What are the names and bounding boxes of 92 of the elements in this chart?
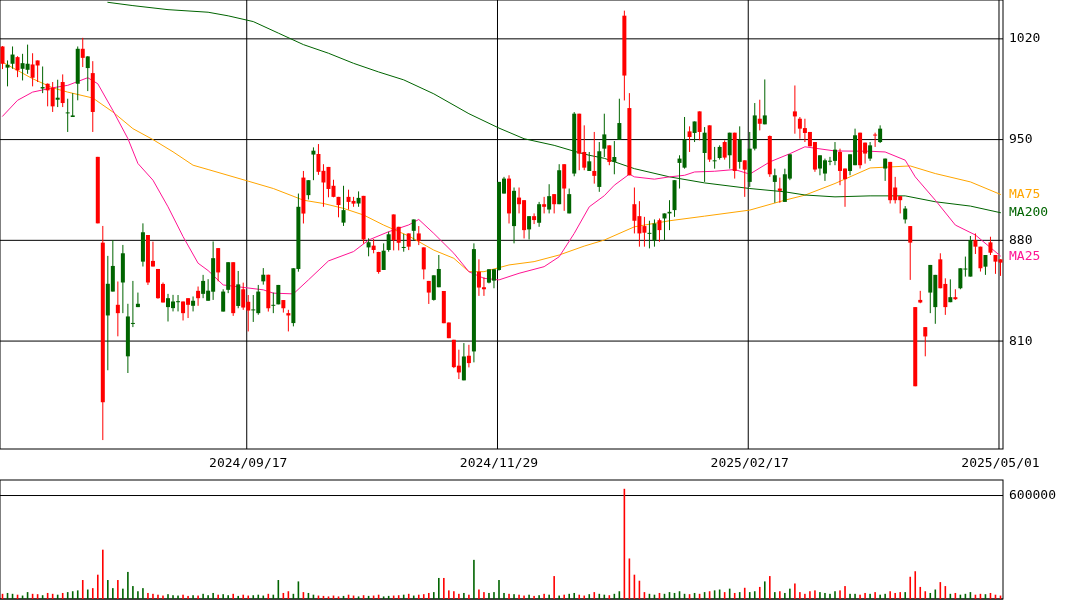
- candlestick: [542, 196, 547, 214]
- candlestick: [737, 125, 742, 170]
- line-series: [2, 77, 1001, 295]
- x-tick-label: 2024/09/17: [209, 455, 288, 470]
- candlestick: [271, 292, 276, 314]
- candlestick: [692, 120, 697, 143]
- candlestick: [411, 218, 416, 241]
- candlestick: [838, 148, 843, 186]
- candlestick: [80, 37, 85, 68]
- candlestick: [401, 233, 406, 253]
- candlestick: [191, 295, 196, 312]
- candlestick: [35, 59, 40, 83]
- candlestick: [617, 98, 622, 141]
- candlestick: [85, 55, 90, 92]
- candlestick: [712, 146, 717, 170]
- candlestick: [201, 274, 206, 299]
- candlestick: [762, 78, 767, 125]
- series-label: MA200: [1009, 204, 1049, 220]
- candlestick: [311, 146, 316, 181]
- candlestick: [993, 254, 998, 275]
- candlestick: [657, 217, 662, 243]
- candlestick: [15, 55, 20, 78]
- x-tick-label: 2025/05/01: [961, 455, 1040, 470]
- candlestick: [757, 99, 762, 131]
- candlestick: [115, 280, 120, 337]
- candlestick: [958, 267, 963, 290]
- candlestick: [697, 110, 702, 141]
- candlestick: [592, 131, 597, 185]
- candlestick: [602, 113, 607, 158]
- candlestick: [196, 286, 201, 307]
- candlestick: [50, 81, 55, 113]
- candlestick: [792, 84, 797, 135]
- candlestick: [772, 168, 777, 204]
- y-tick-label: 880: [1009, 231, 1033, 247]
- candlestick: [632, 187, 637, 234]
- candlestick: [727, 132, 732, 170]
- candlestick: [978, 246, 983, 273]
- x-tick-label: 2025/02/17: [710, 455, 789, 470]
- candlestick: [135, 292, 140, 308]
- candlestick: [466, 344, 471, 368]
- candlestick: [65, 98, 70, 133]
- candlestick: [833, 141, 837, 166]
- candlestick: [236, 270, 241, 309]
- candlestick: [687, 125, 692, 153]
- candlestick: [587, 151, 592, 172]
- candlestick: [722, 139, 727, 161]
- candlestick: [421, 246, 426, 280]
- candlestick: [386, 231, 391, 253]
- candlestick: [662, 212, 667, 241]
- candlestick: [10, 45, 15, 70]
- candlestick: [647, 220, 652, 249]
- candlestick: [607, 144, 612, 166]
- candlestick: [612, 140, 617, 175]
- candlestick: [742, 159, 747, 198]
- candlestick: [241, 282, 246, 311]
- candlestick: [983, 254, 988, 276]
- candlestick: [537, 201, 542, 228]
- y-tick-label: 810: [1009, 332, 1033, 348]
- x-tick-label: 2024/11/29: [459, 455, 539, 470]
- candlestick: [532, 212, 537, 225]
- candlestick: [908, 225, 913, 281]
- candlestick: [40, 65, 45, 94]
- candlestick: [341, 185, 346, 227]
- candlestick: [547, 183, 552, 214]
- y-tick-label: 600000: [1009, 487, 1056, 503]
- candlestick: [527, 215, 532, 240]
- candlestick: [25, 44, 30, 75]
- candlestick: [60, 73, 65, 108]
- candlestick: [702, 126, 707, 183]
- series-label: MA25: [1009, 247, 1041, 263]
- candlestick: [481, 276, 486, 297]
- candlestick: [567, 188, 572, 214]
- candlestick: [461, 342, 466, 381]
- candlestick: [251, 294, 256, 323]
- candlestick: [873, 132, 878, 148]
- candlestick: [923, 326, 928, 357]
- candlestick: [552, 193, 557, 214]
- candlestick: [973, 232, 978, 255]
- candlestick: [0, 45, 5, 70]
- candlestick: [868, 141, 873, 162]
- y-tick-label: 950: [1009, 131, 1033, 147]
- y-tick-label: 1020: [1009, 30, 1041, 46]
- candlestick: [416, 225, 421, 246]
- series-label: MA75: [1009, 185, 1041, 201]
- candlestick: [306, 179, 311, 200]
- candlestick: [181, 300, 186, 321]
- candlestick: [988, 236, 993, 256]
- candlestick: [55, 79, 60, 108]
- candlestick: [381, 242, 386, 271]
- candlestick: [221, 288, 226, 313]
- line-series: [107, 1, 1001, 214]
- candlestick: [5, 59, 10, 87]
